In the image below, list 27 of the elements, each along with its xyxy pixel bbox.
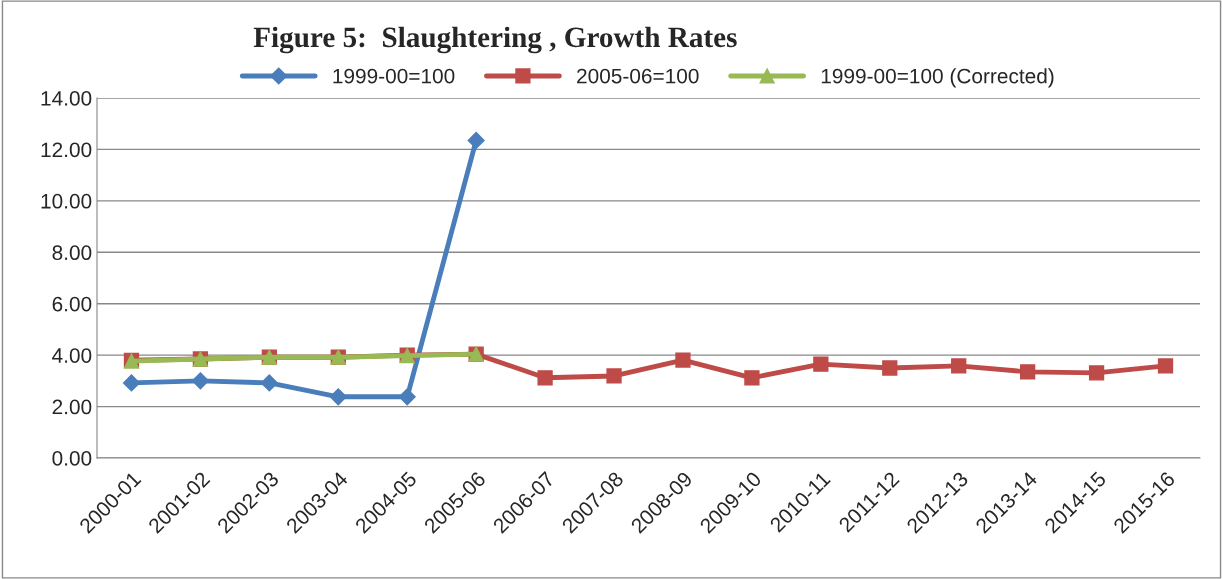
point [537,370,553,386]
point [1020,364,1036,380]
y-tick-label: 2.00 [52,399,92,415]
point [467,131,485,149]
point [606,368,622,384]
point [260,374,278,392]
legend-label: 1999-00=100 (Corrected) [821,68,1054,88]
y-tick-label: 12.00 [41,142,92,158]
legend-label: 2005-06=100 [577,68,699,84]
point [398,388,416,406]
point [813,356,829,372]
point [1157,358,1174,374]
y-tick-label: 10.00 [41,193,92,209]
point [744,370,760,386]
legend-label: 1999-00=100 [333,68,455,84]
point [191,372,209,390]
point [1088,365,1105,381]
y-tick-label: 14.00 [41,91,92,106]
y-tick-label: 6.00 [52,296,92,312]
y-tick-label: 4.00 [52,348,92,363]
y-tick-label: 0.00 [52,451,92,466]
chart-title: Figure 5: Slaughtering , Growth Rates [253,26,737,54]
y-tick-label: 8.00 [52,245,92,261]
point [675,352,691,368]
point [951,358,967,374]
point [882,360,898,376]
point [329,388,347,406]
